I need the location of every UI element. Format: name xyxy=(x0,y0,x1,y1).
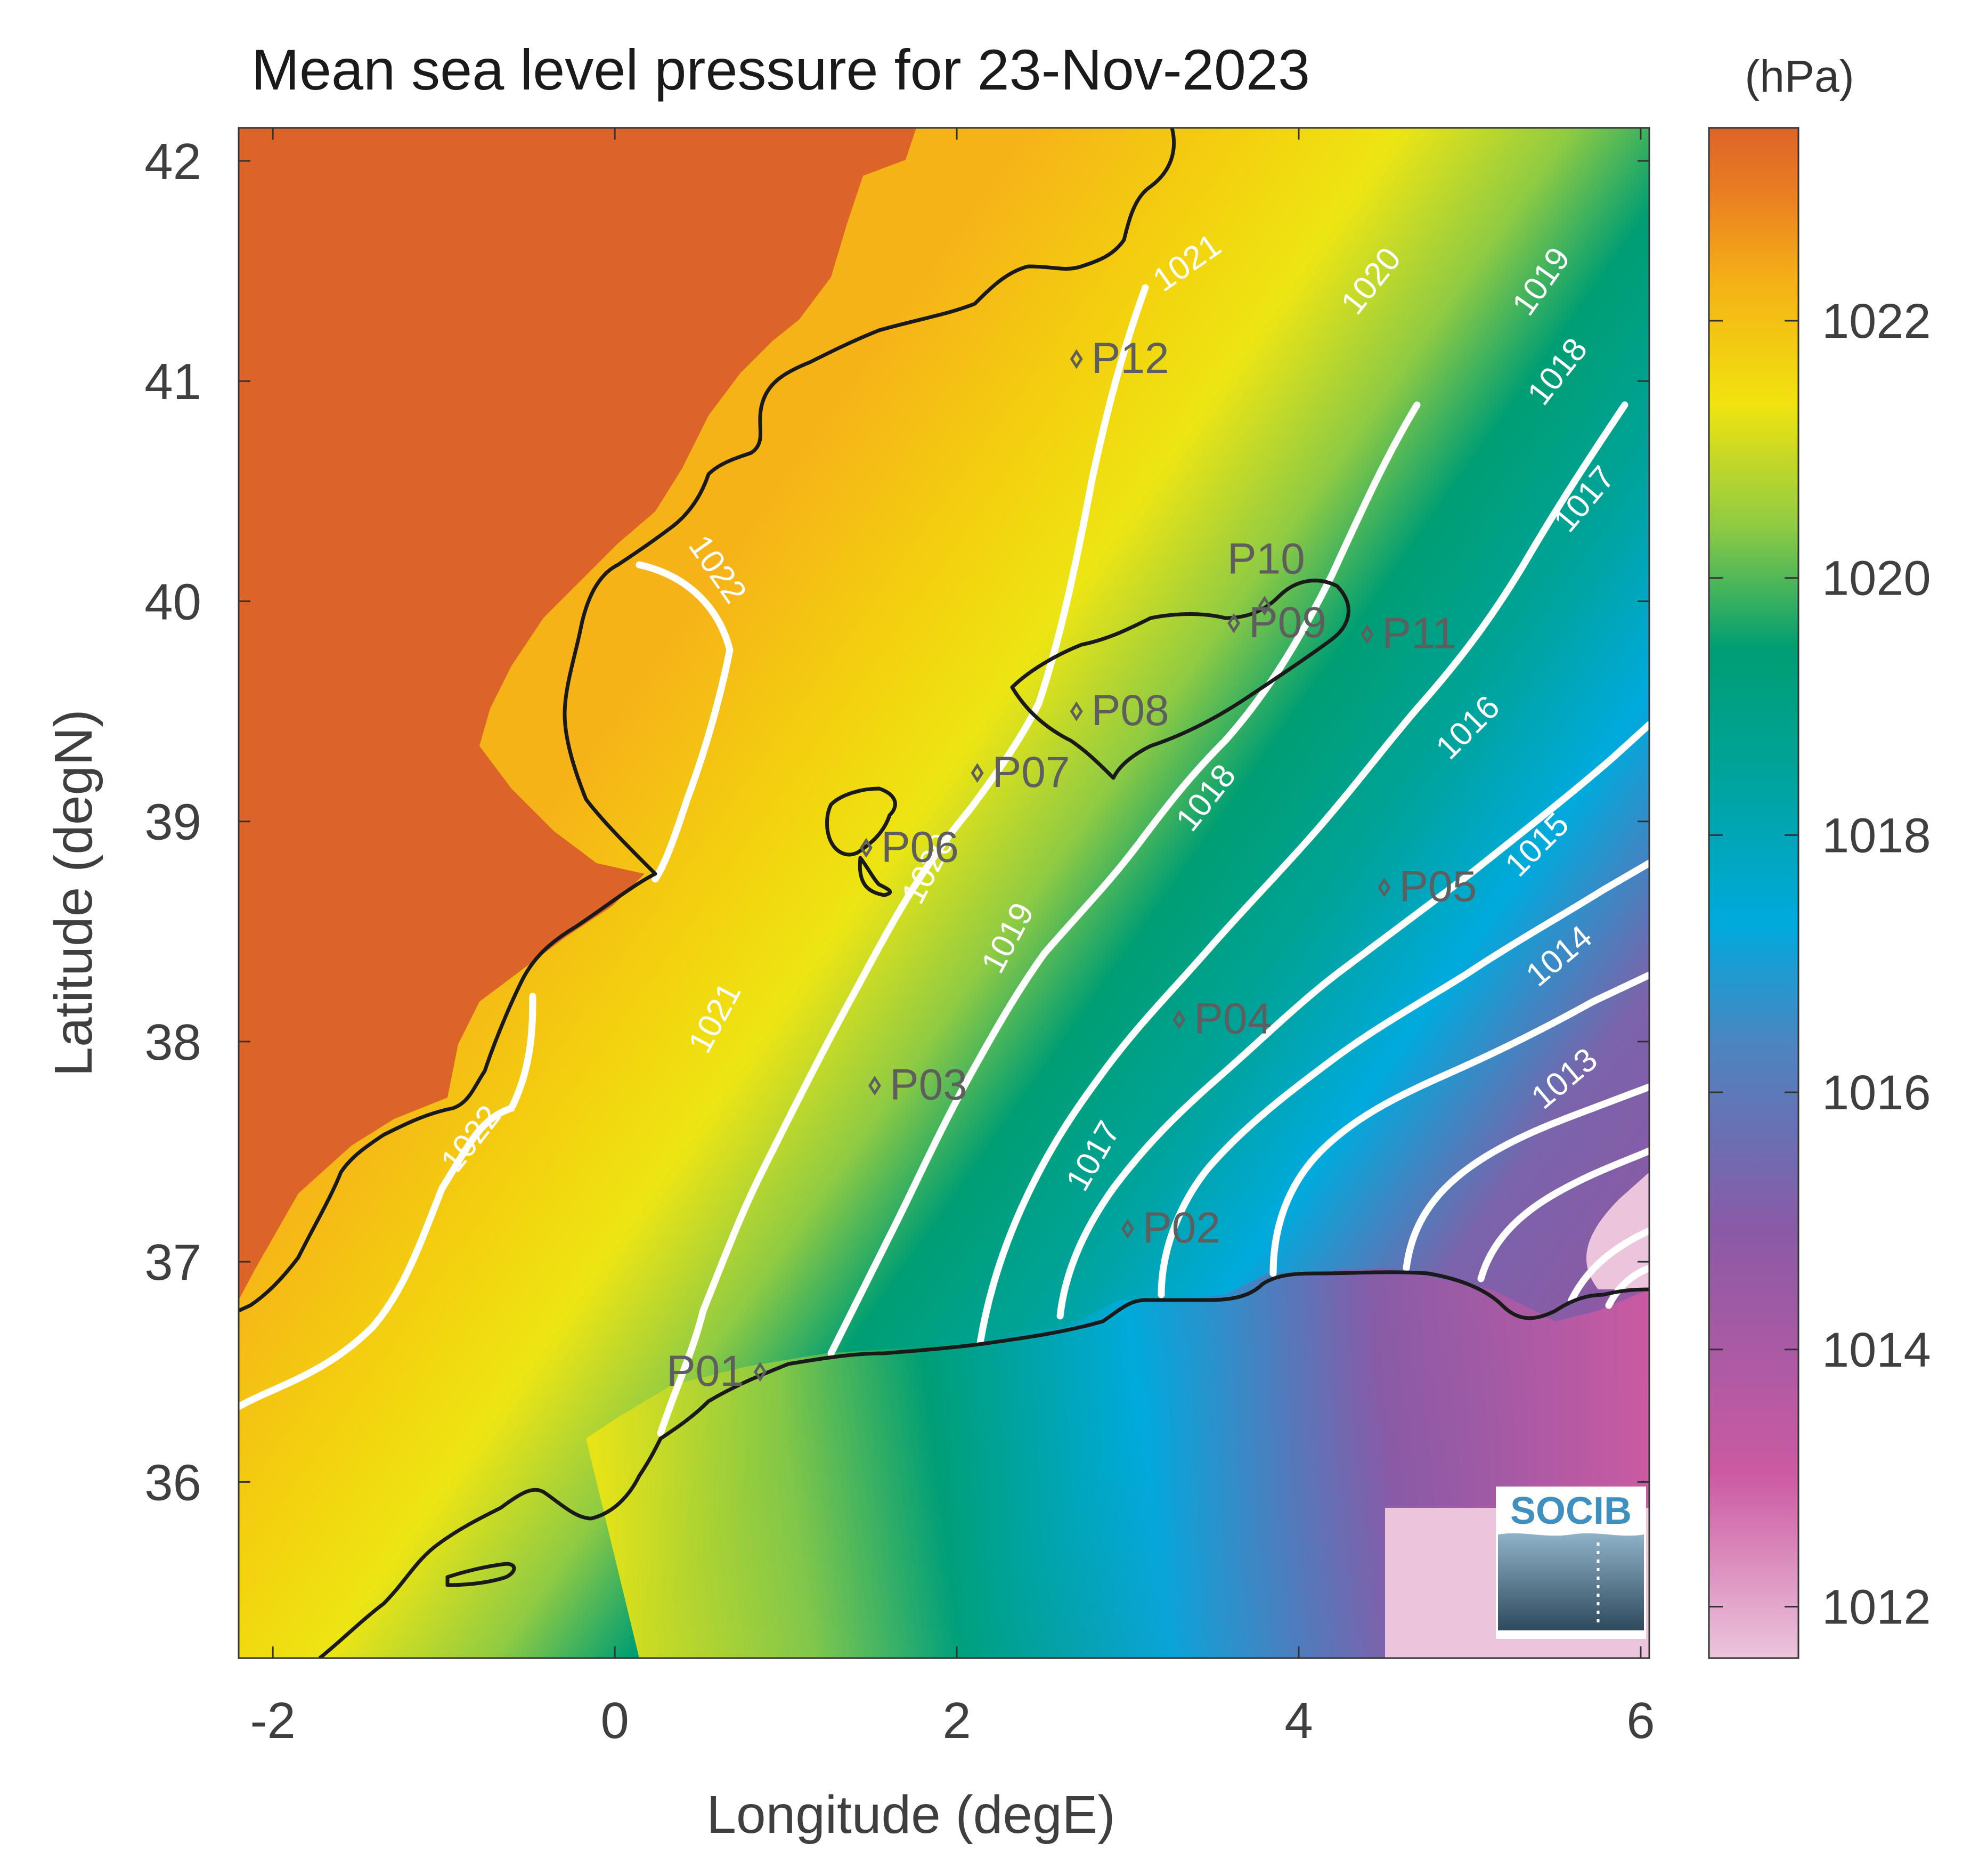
x-tick-label: 6 xyxy=(1626,1692,1655,1749)
x-tick-label: 4 xyxy=(1284,1692,1313,1749)
y-tick-label: 37 xyxy=(144,1234,201,1291)
station-label-p08: P08 xyxy=(1092,686,1169,735)
station-label-p01: P01 xyxy=(666,1347,744,1395)
station-marker-p03 xyxy=(868,1075,881,1096)
x-tick-label: 0 xyxy=(600,1692,629,1749)
station-marker-p06 xyxy=(859,838,873,858)
colorbar-tick-label: 1012 xyxy=(1822,1580,1931,1634)
iberia-landmass xyxy=(239,128,916,1300)
isobar-1019 xyxy=(976,401,1628,1346)
y-tick-label: 41 xyxy=(144,353,201,410)
station-marker-p07 xyxy=(971,763,984,783)
y-tick-label: 40 xyxy=(144,573,201,630)
isobar-1014 xyxy=(1568,1227,1649,1304)
iberian-coastline xyxy=(239,128,1176,1313)
african-coastline xyxy=(318,1270,1649,1658)
colorbar-tick-label: 1016 xyxy=(1822,1066,1931,1120)
logo-wave-panel xyxy=(1498,1533,1644,1630)
station-label-p07: P07 xyxy=(992,748,1070,797)
map-panel: 1022 1022 1021 1021 1020 1020 1019 1019 … xyxy=(239,128,1649,1658)
africa-landmass xyxy=(586,1268,1649,1658)
station-marker-p08 xyxy=(1070,701,1083,721)
isobar-1020 xyxy=(827,401,1421,1357)
isobar-1021 xyxy=(657,284,1149,1437)
y-axis-label: Latitude (degN) xyxy=(44,709,103,1076)
coastlines xyxy=(239,128,1649,1658)
station-label-p10: P10 xyxy=(1227,535,1305,583)
map-title: Mean sea level pressure for 23-Nov-2023 xyxy=(251,37,1310,102)
colorbar xyxy=(1708,127,1799,1659)
station-label-p02: P02 xyxy=(1143,1204,1220,1252)
isobar-1018-mid xyxy=(1056,721,1649,1320)
isobar-1013 xyxy=(1605,1264,1649,1309)
colorbar-tick-label: 1014 xyxy=(1822,1323,1931,1377)
y-tick-label: 38 xyxy=(144,1014,201,1071)
colorbar-tick-label: 1022 xyxy=(1822,294,1931,348)
formentera-coastline xyxy=(858,856,892,897)
isobar-1016 xyxy=(1403,1083,1649,1272)
alboran-island-coastline xyxy=(445,1562,516,1587)
mallorca-coastline xyxy=(1010,579,1350,780)
ibiza-coastline xyxy=(825,786,897,857)
colorbar-tick-label: 1018 xyxy=(1822,808,1931,863)
y-tick-label: 42 xyxy=(144,133,201,190)
colorbar-unit: (hPa) xyxy=(1745,51,1854,101)
isobar-1015 xyxy=(1477,1147,1649,1282)
station-label-p11: P11 xyxy=(1382,609,1456,657)
station-label-p03: P03 xyxy=(890,1061,967,1109)
station-label-p04: P04 xyxy=(1194,995,1272,1043)
station-marker-p09 xyxy=(1227,613,1241,634)
station-marker-p10 xyxy=(1258,596,1271,616)
y-tick-label: 36 xyxy=(144,1454,201,1511)
station-marker-p02 xyxy=(1121,1219,1135,1239)
station-marker-p05 xyxy=(1378,878,1391,898)
isobar-1018-low xyxy=(1158,859,1649,1298)
isobar-1017 xyxy=(1269,971,1649,1277)
isobar-1022-west xyxy=(239,993,536,1410)
colorbar-ticks: 1022 1020 1018 1016 1014 1012 xyxy=(1709,294,1931,1634)
y-tick-label: 39 xyxy=(144,794,201,851)
socib-logo: SOCIB xyxy=(1496,1487,1646,1639)
x-tick-label: -2 xyxy=(250,1692,296,1749)
logo-text: SOCIB xyxy=(1510,1490,1632,1532)
x-axis-label: Longitude (degE) xyxy=(706,1785,1115,1845)
isobar-lines xyxy=(239,284,1649,1437)
map-frame xyxy=(238,127,1650,1659)
station-marker-p12 xyxy=(1070,349,1083,369)
station-label-p05: P05 xyxy=(1399,863,1477,911)
station-marker-p04 xyxy=(1172,1009,1186,1030)
x-axis: -2 0 2 4 6 xyxy=(250,128,1655,1749)
y-axis: 42 41 40 39 38 37 36 xyxy=(144,133,1649,1511)
isobar-1022-north xyxy=(636,561,734,883)
station-marker-p01 xyxy=(753,1362,767,1382)
station-label-p12: P12 xyxy=(1092,334,1169,383)
colorbar-tick-label: 1020 xyxy=(1822,551,1931,606)
station-label-p06: P06 xyxy=(881,823,959,871)
station-marker-p11 xyxy=(1361,624,1374,645)
x-tick-label: 2 xyxy=(942,1692,971,1749)
